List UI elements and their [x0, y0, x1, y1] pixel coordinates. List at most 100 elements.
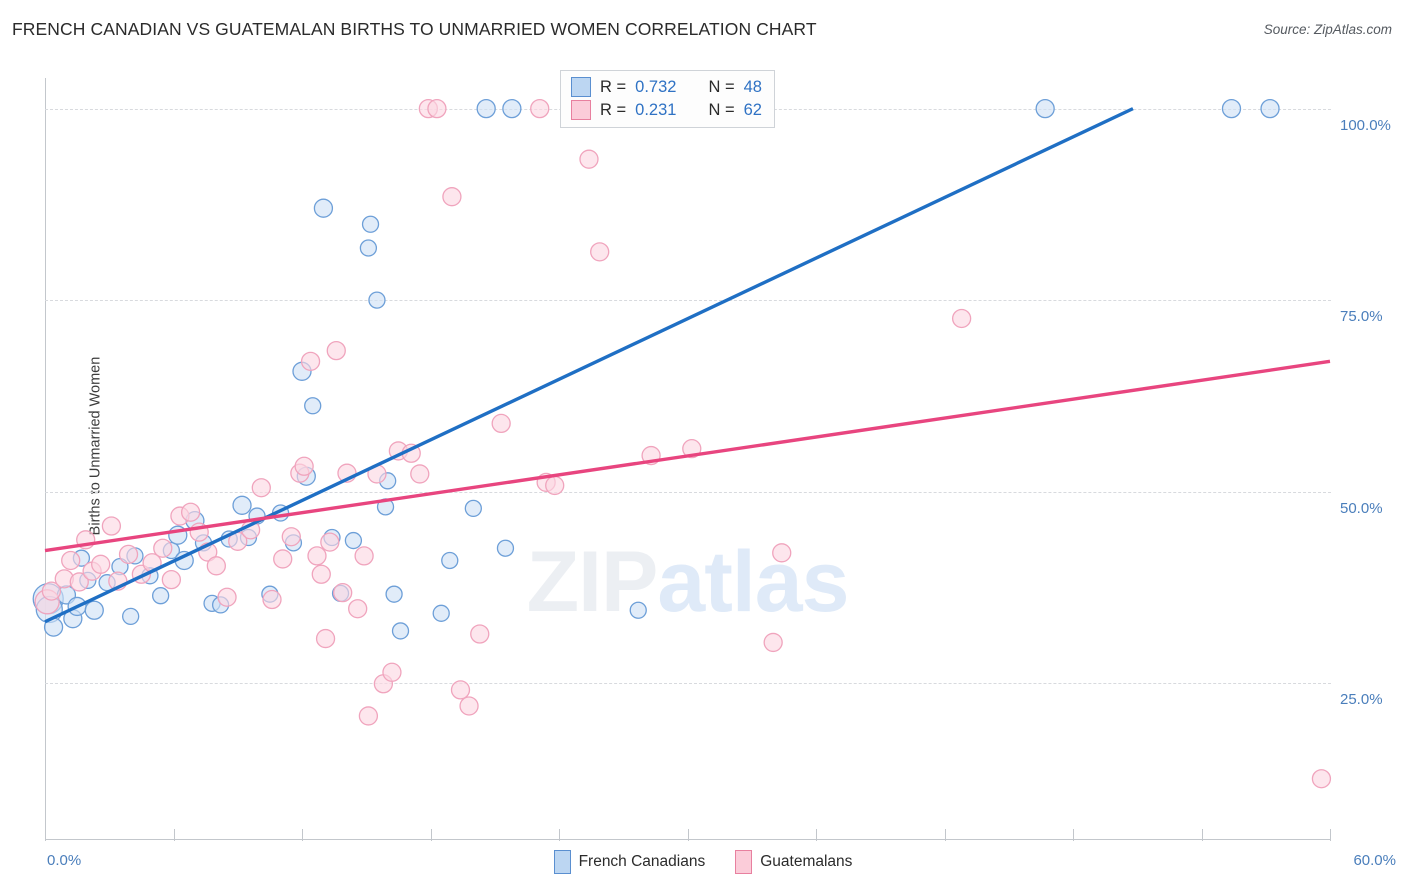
x-axis-tick: [1330, 829, 1331, 841]
y-axis-tick-label: 25.0%: [1340, 691, 1383, 708]
r-label-pink: R =: [600, 100, 627, 119]
stats-legend-row-french-canadians: R = 0.732 N = 48: [571, 77, 762, 97]
scatter-point: [502, 98, 522, 119]
scatter-point: [69, 572, 89, 592]
x-axis-tick: [559, 829, 560, 841]
scatter-point: [491, 413, 511, 434]
x-axis-tick: [173, 829, 175, 841]
scatter-point: [441, 551, 459, 570]
n-label-pink: N =: [708, 100, 735, 119]
scatter-point: [326, 340, 346, 361]
scatter-point: [153, 538, 173, 558]
scatter-point: [476, 98, 496, 119]
scatter-point: [344, 531, 363, 550]
scatter-point: [951, 308, 972, 329]
y-axis-tick-label: 100.0%: [1340, 116, 1391, 134]
trendline: [44, 107, 1134, 624]
r-label-blue: R =: [600, 77, 627, 96]
x-axis-tick: [1201, 829, 1203, 841]
scatter-point: [358, 706, 379, 726]
r-value-pink: 0.231: [635, 100, 677, 119]
series-legend-item-french-canadians[interactable]: French Canadians: [553, 850, 706, 874]
gridline: [45, 491, 1331, 493]
scatter-point: [313, 198, 334, 218]
scatter-point: [629, 601, 647, 619]
scatter-point: [180, 502, 201, 522]
x-axis-tick: [944, 829, 946, 841]
y-axis-tick-label: 75.0%: [1340, 308, 1383, 326]
scatter-point: [161, 569, 182, 590]
gridline: [45, 683, 1331, 684]
scatter-point: [61, 550, 81, 571]
scatter-point: [464, 499, 482, 518]
scatter-point: [122, 607, 140, 626]
legend-swatch-pink-icon: [571, 100, 591, 120]
legend-swatch-blue-icon: [571, 77, 591, 97]
scatter-point: [118, 544, 139, 564]
scatter-point: [320, 532, 340, 552]
scatter-point: [530, 98, 550, 119]
scatter-point: [232, 495, 252, 515]
scatter-point: [101, 516, 122, 536]
scatter-point: [427, 98, 447, 119]
scatter-point: [217, 587, 237, 607]
r-value-blue: 0.732: [635, 77, 677, 96]
scatter-point: [410, 464, 430, 484]
scatter-point: [359, 239, 378, 257]
scatter-point: [1311, 769, 1332, 789]
x-axis-tick: [302, 829, 303, 841]
scatter-point: [763, 632, 783, 653]
scatter-point: [459, 696, 479, 716]
x-axis-tick: [687, 829, 689, 841]
n-value-blue: 48: [743, 77, 762, 96]
scatter-point: [206, 556, 226, 576]
scatter-point: [1221, 98, 1242, 119]
y-axis-tick-label: 50.0%: [1340, 499, 1383, 517]
x-axis-tick: [816, 829, 817, 841]
scatter-point: [382, 662, 402, 682]
trendline: [44, 359, 1331, 553]
scatter-point: [41, 581, 62, 601]
scatter-point: [300, 351, 321, 372]
scatter-point: [273, 549, 293, 569]
scatter-point: [304, 397, 322, 415]
scatter-point: [368, 291, 386, 309]
series-legend-label-guatemalans: Guatemalans: [760, 853, 853, 870]
n-label-blue: N =: [708, 77, 735, 96]
scatter-point: [590, 242, 610, 262]
scatter-point: [470, 624, 490, 644]
series-swatch-blue-icon: [553, 850, 571, 874]
scatter-point: [315, 628, 336, 649]
page-title: FRENCH CANADIAN VS GUATEMALAN BIRTHS TO …: [12, 19, 817, 39]
series-legend: French Canadians Guatemalans: [0, 850, 1406, 874]
stats-legend-row-guatemalans: R = 0.231 N = 62: [571, 100, 762, 120]
scatter-point: [385, 585, 403, 603]
scatter-point: [307, 546, 327, 566]
scatter-point: [432, 604, 450, 622]
scatter-point: [442, 187, 462, 207]
scatter-point: [311, 564, 331, 584]
scatter-point: [1260, 98, 1280, 119]
scatter-point: [496, 539, 515, 557]
scatter-point: [450, 680, 471, 700]
n-value-pink: 62: [743, 100, 762, 119]
scatter-point: [579, 149, 599, 169]
x-axis-tick: [45, 829, 46, 841]
series-legend-item-guatemalans[interactable]: Guatemalans: [735, 850, 852, 874]
scatter-point: [294, 456, 314, 476]
series-swatch-pink-icon: [735, 850, 753, 874]
trendlines-layer: [44, 107, 1331, 624]
scatter-point: [333, 582, 353, 603]
series-legend-label-french-canadians: French Canadians: [578, 853, 706, 870]
gridline: [45, 300, 1331, 302]
scatter-point: [251, 478, 271, 498]
x-axis-tick: [1073, 829, 1074, 841]
scatter-points-layer: [32, 98, 1332, 789]
stats-legend: R = 0.732 N = 48 R = 0.231 N = 62: [560, 70, 775, 128]
x-axis-max-label: 60.0%: [1353, 852, 1396, 869]
scatter-point: [1035, 98, 1055, 119]
x-axis-min-label: 0.0%: [47, 852, 82, 869]
source-attribution: Source: ZipAtlas.com: [1263, 22, 1392, 37]
x-axis-tick: [430, 829, 432, 841]
